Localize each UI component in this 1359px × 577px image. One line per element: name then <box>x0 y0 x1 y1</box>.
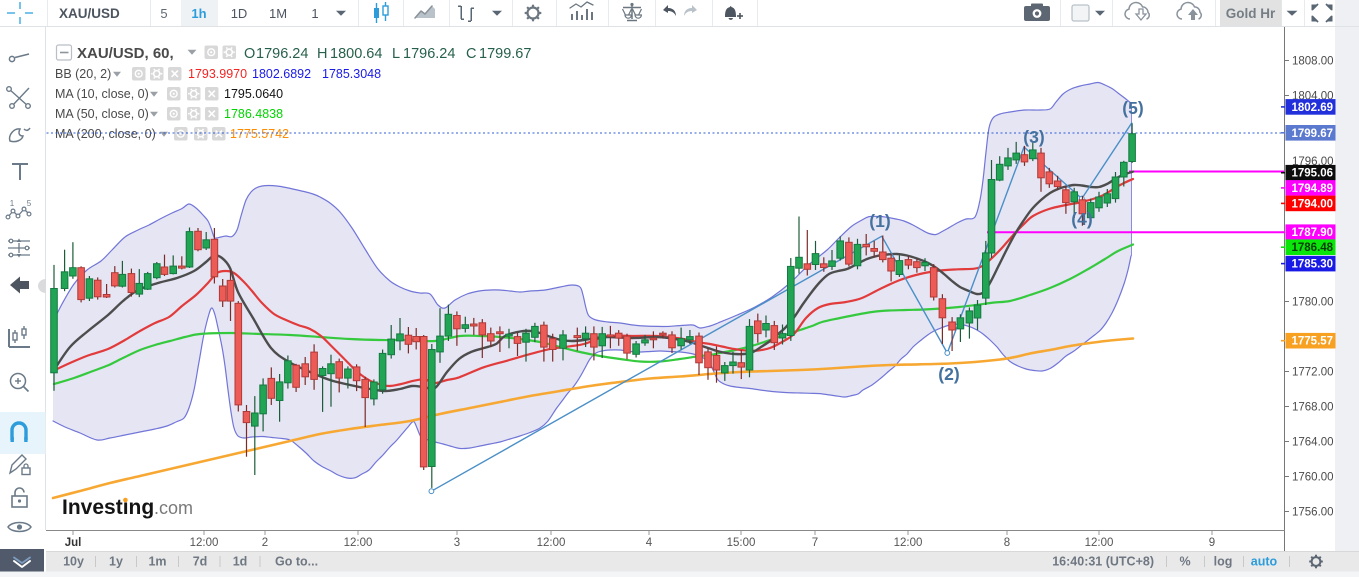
svg-text:3: 3 <box>454 537 460 549</box>
svg-text:1M: 1M <box>269 6 287 21</box>
svg-text:Jul: Jul <box>65 537 82 549</box>
svg-text:1768.00: 1768.00 <box>1292 402 1334 414</box>
svg-text:1D: 1D <box>231 6 248 21</box>
svg-text:1775.5742: 1775.5742 <box>230 127 289 141</box>
svg-text:1y: 1y <box>109 555 123 569</box>
svg-text:L: L <box>392 46 400 62</box>
svg-text:(2): (2) <box>938 364 959 384</box>
svg-text:16:40:31 (UTC+8): 16:40:31 (UTC+8) <box>1052 555 1154 569</box>
svg-text:1786.48: 1786.48 <box>1292 242 1334 254</box>
svg-text:1794.00: 1794.00 <box>1292 198 1334 210</box>
svg-text:1h: 1h <box>191 6 206 21</box>
svg-text:(5): (5) <box>1122 98 1143 118</box>
svg-text:XAU/USD, 60,: XAU/USD, 60, <box>77 45 174 62</box>
svg-text:12:00: 12:00 <box>190 537 219 549</box>
svg-text:1764.00: 1764.00 <box>1292 437 1334 449</box>
svg-text:2: 2 <box>262 537 268 549</box>
svg-text:1796.24: 1796.24 <box>256 46 308 62</box>
svg-text:1795.06: 1795.06 <box>1292 168 1334 180</box>
svg-text:1772.00: 1772.00 <box>1292 367 1334 379</box>
svg-text:8: 8 <box>1004 537 1010 549</box>
svg-text:1: 1 <box>10 199 15 208</box>
svg-text:1756.00: 1756.00 <box>1292 507 1334 519</box>
svg-text:5: 5 <box>160 6 167 21</box>
svg-text:7d: 7d <box>193 555 208 569</box>
svg-text:(1): (1) <box>869 211 890 231</box>
svg-text:1795.0640: 1795.0640 <box>224 87 283 101</box>
svg-text:%: % <box>1179 555 1190 569</box>
svg-text:1786.4838: 1786.4838 <box>224 107 283 121</box>
svg-text:1785.3048: 1785.3048 <box>322 67 381 81</box>
svg-text:5: 5 <box>27 199 32 208</box>
svg-text:H: H <box>317 46 327 62</box>
svg-text:1760.00: 1760.00 <box>1292 472 1334 484</box>
svg-text:1: 1 <box>311 6 318 21</box>
svg-text:1796.24: 1796.24 <box>403 46 455 62</box>
svg-text:1799.67: 1799.67 <box>479 46 531 62</box>
svg-text:auto: auto <box>1251 555 1278 569</box>
svg-text:O: O <box>244 46 255 62</box>
svg-text:1d: 1d <box>233 555 248 569</box>
svg-text:7: 7 <box>812 537 818 549</box>
svg-text:12:00: 12:00 <box>537 537 566 549</box>
svg-text:1802.69: 1802.69 <box>1292 102 1334 114</box>
svg-text:.com: .com <box>154 498 193 518</box>
svg-text:15:00: 15:00 <box>727 537 756 549</box>
svg-text:Go to...: Go to... <box>275 555 318 569</box>
svg-text:BB (20, 2): BB (20, 2) <box>55 67 111 81</box>
svg-text:MA (10, close, 0): MA (10, close, 0) <box>55 87 149 101</box>
svg-text:12:00: 12:00 <box>894 537 923 549</box>
svg-text:1800.64: 1800.64 <box>330 46 382 62</box>
svg-text:1793.9970: 1793.9970 <box>188 67 247 81</box>
svg-text:1794.89: 1794.89 <box>1292 183 1334 195</box>
svg-text:(3): (3) <box>1023 127 1044 147</box>
svg-text:MA (200, close, 0): MA (200, close, 0) <box>55 127 156 141</box>
svg-text:1780.00: 1780.00 <box>1292 297 1334 309</box>
svg-text:1m: 1m <box>148 555 166 569</box>
svg-text:Investing: Investing <box>62 496 154 519</box>
svg-text:1787.90: 1787.90 <box>1292 227 1334 239</box>
svg-text:10y: 10y <box>63 555 84 569</box>
svg-text:XAU/USD: XAU/USD <box>59 6 120 21</box>
svg-text:1808.00: 1808.00 <box>1292 55 1334 67</box>
svg-text:log: log <box>1214 555 1233 569</box>
svg-text:MA (50, close, 0): MA (50, close, 0) <box>55 107 149 121</box>
svg-text:(4): (4) <box>1071 209 1092 229</box>
svg-text:1799.67: 1799.67 <box>1292 128 1334 140</box>
svg-text:Gold Hr: Gold Hr <box>1226 6 1276 21</box>
svg-text:C: C <box>466 46 476 62</box>
svg-text:1785.30: 1785.30 <box>1292 259 1334 271</box>
svg-text:9: 9 <box>1209 537 1215 549</box>
svg-text:1775.57: 1775.57 <box>1292 336 1334 348</box>
svg-text:12:00: 12:00 <box>1085 537 1114 549</box>
svg-text:12:00: 12:00 <box>344 537 373 549</box>
svg-text:4: 4 <box>646 537 653 549</box>
svg-text:1802.6892: 1802.6892 <box>252 67 311 81</box>
